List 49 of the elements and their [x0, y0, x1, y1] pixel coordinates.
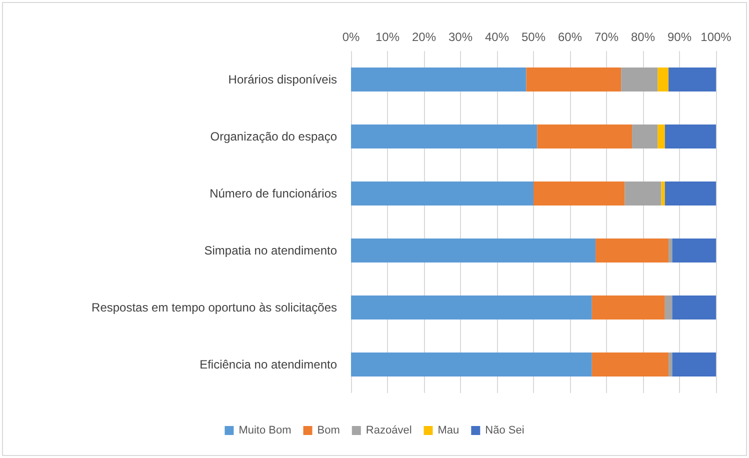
legend-label: Mau — [438, 424, 460, 436]
x-tick-label: 0% — [342, 30, 360, 44]
bar — [658, 124, 665, 148]
bar — [661, 182, 665, 206]
y-tick-label: Horários disponíveis — [228, 72, 337, 86]
legend-label: Bom — [317, 424, 340, 436]
x-tick-label: 60% — [558, 30, 582, 44]
bar — [351, 68, 526, 92]
bar — [596, 238, 669, 262]
bar — [534, 182, 625, 206]
y-tick-label: Organização do espaço — [210, 130, 338, 144]
bar — [664, 182, 716, 206]
bar — [537, 124, 632, 148]
bar — [672, 296, 716, 320]
bar — [592, 352, 669, 376]
bar — [526, 68, 622, 92]
y-tick-label: Número de funcionários — [210, 186, 337, 200]
bar — [672, 238, 716, 262]
x-tick-label: 30% — [448, 30, 473, 44]
x-tick-label: 70% — [594, 30, 619, 44]
x-tick-label: 90% — [667, 30, 692, 44]
x-tick-label: 20% — [412, 30, 436, 44]
legend-label: Muito Bom — [238, 424, 292, 436]
bar — [621, 68, 658, 92]
bar — [351, 124, 538, 148]
bar — [664, 296, 672, 320]
x-tick-label: 40% — [484, 30, 510, 44]
y-tick-label: Respostas em tempo oportuno às solicitações — [92, 300, 337, 314]
bar — [672, 352, 716, 376]
legend-label: Não Sei — [485, 424, 524, 436]
x-tick-label: 80% — [630, 30, 656, 44]
bar — [668, 68, 716, 92]
x-tick-label: 10% — [375, 30, 400, 44]
bar — [632, 124, 658, 148]
x-tick-label: 50% — [521, 30, 546, 44]
bar — [664, 124, 716, 148]
bar — [668, 352, 672, 376]
bar — [351, 296, 592, 320]
y-tick-label: Eficiência no atendimento — [200, 358, 338, 372]
bar — [351, 352, 592, 376]
x-tick-label: 100% — [700, 30, 732, 44]
bar — [624, 182, 662, 206]
bar — [351, 182, 534, 206]
bar — [668, 238, 672, 262]
bar — [658, 68, 669, 92]
bar — [351, 238, 596, 262]
bar — [592, 296, 665, 320]
y-tick-label: Simpatia no atendimento — [204, 244, 338, 258]
legend-label: Razoável — [366, 424, 412, 436]
